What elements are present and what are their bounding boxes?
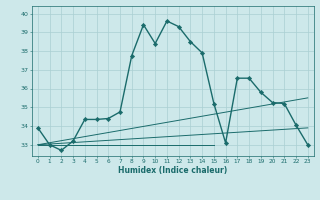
X-axis label: Humidex (Indice chaleur): Humidex (Indice chaleur) xyxy=(118,166,228,175)
